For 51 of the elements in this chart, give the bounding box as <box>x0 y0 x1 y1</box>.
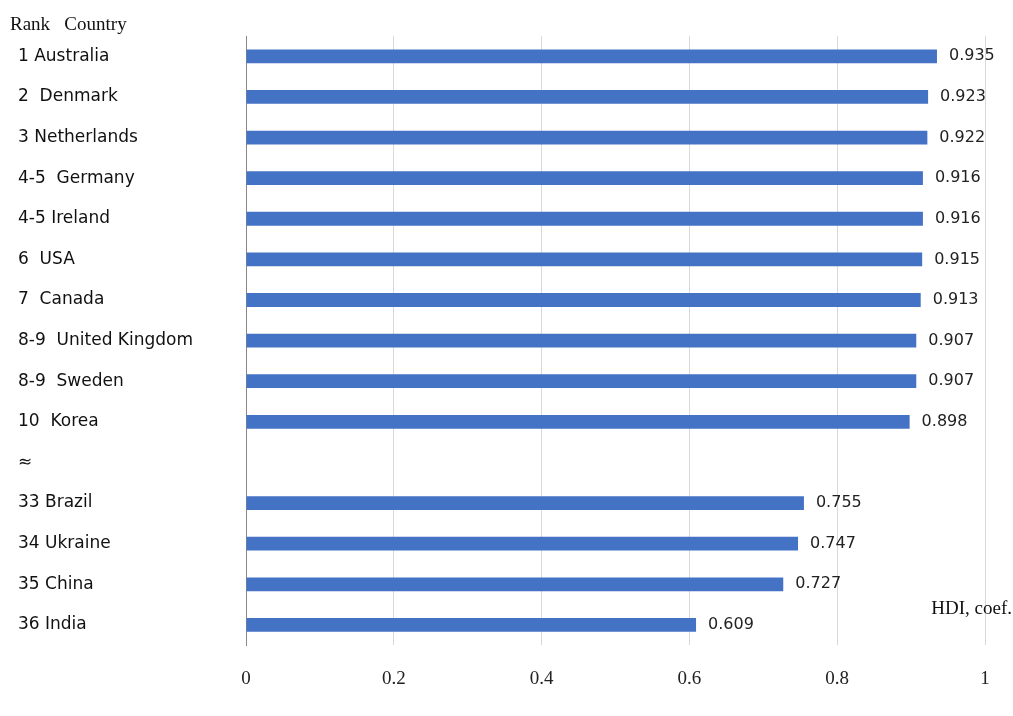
x-tick-label: 0.6 <box>677 666 702 688</box>
data-label: 0.898 <box>921 410 968 430</box>
y-tick-label: 10 Korea <box>18 410 99 431</box>
bar <box>246 374 917 389</box>
bar <box>246 414 910 429</box>
bar <box>246 90 929 104</box>
data-label: 0.907 <box>928 329 975 349</box>
x-tick-label: 0 <box>241 666 251 688</box>
x-tick-label: 0.4 <box>529 666 554 688</box>
bar <box>246 211 923 226</box>
y-tick-label: 1 Australia <box>18 44 110 65</box>
x-axis-title: HDI, coef. <box>931 597 1012 619</box>
data-label: 0.916 <box>934 167 981 187</box>
data-label: 0.935 <box>948 45 995 65</box>
y-tick-label: 33 Brazil <box>18 491 93 512</box>
bar <box>246 496 804 510</box>
data-label: 0.922 <box>939 126 986 146</box>
x-tick-label: 1 <box>980 666 990 688</box>
data-label: 0.916 <box>934 207 981 227</box>
y-axis-title: Rank Country <box>10 12 128 34</box>
x-tick-label: 0.8 <box>825 666 850 688</box>
y-tick-label: 3 Netherlands <box>18 125 138 146</box>
y-tick-label: 34 Ukraine <box>18 532 111 553</box>
y-tick-label: 36 India <box>18 613 87 634</box>
y-tick-label: 35 China <box>18 572 94 593</box>
bar <box>246 577 784 592</box>
y-tick-label: 7 Canada <box>18 288 105 309</box>
bar <box>246 536 799 551</box>
x-tick-label: 0.2 <box>381 666 406 688</box>
data-label: 0.913 <box>932 289 979 309</box>
data-label: 0.915 <box>934 248 980 268</box>
data-label: 0.907 <box>928 370 975 390</box>
bar <box>246 333 917 348</box>
data-label: 0.727 <box>795 573 842 593</box>
y-tick-label: 4-5 Ireland <box>18 207 110 228</box>
bar <box>246 617 697 632</box>
data-label: 0.747 <box>810 532 856 552</box>
data-label: 0.755 <box>815 492 862 512</box>
y-tick-label: 6 USA <box>18 247 76 268</box>
data-label: 0.923 <box>940 86 986 106</box>
y-tick-label: 2 Denmark <box>18 85 118 106</box>
data-label: 0.609 <box>708 614 754 634</box>
bar <box>246 49 937 64</box>
bar <box>246 293 921 307</box>
y-tick-label: 8-9 Sweden <box>18 369 124 390</box>
y-tick-label: 4-5 Germany <box>18 166 135 187</box>
bar <box>246 130 928 145</box>
bar <box>246 171 923 186</box>
y-tick-label: 8-9 United Kingdom <box>18 329 194 350</box>
bar <box>246 252 923 267</box>
y-tick-label: ≈ <box>18 450 33 471</box>
